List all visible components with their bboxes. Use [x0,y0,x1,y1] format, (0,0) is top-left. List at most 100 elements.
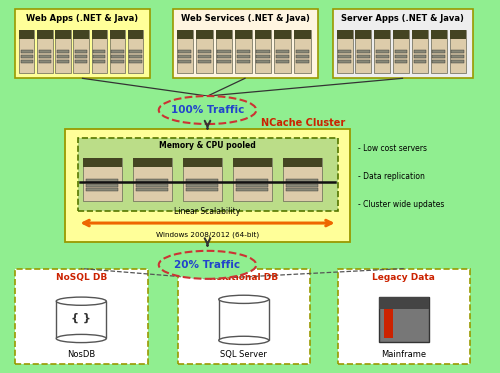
FancyBboxPatch shape [132,158,172,167]
FancyBboxPatch shape [282,158,322,167]
Text: Server Apps (.NET & Java): Server Apps (.NET & Java) [341,14,464,23]
FancyBboxPatch shape [296,60,309,63]
FancyBboxPatch shape [357,60,370,63]
FancyBboxPatch shape [276,55,289,58]
FancyBboxPatch shape [414,50,426,53]
FancyBboxPatch shape [176,30,193,40]
FancyBboxPatch shape [93,55,106,58]
Ellipse shape [219,295,269,304]
FancyBboxPatch shape [186,188,218,191]
FancyBboxPatch shape [86,184,118,186]
Text: { }: { } [72,313,91,323]
FancyBboxPatch shape [376,50,388,53]
FancyBboxPatch shape [56,30,70,40]
Text: - Low cost servers: - Low cost servers [358,144,426,153]
FancyBboxPatch shape [75,55,88,58]
Ellipse shape [159,96,256,124]
FancyBboxPatch shape [255,30,272,40]
FancyBboxPatch shape [182,158,222,201]
FancyBboxPatch shape [178,269,310,364]
FancyBboxPatch shape [432,60,445,63]
Text: Memory & CPU pooled: Memory & CPU pooled [159,141,256,150]
Text: NosDB: NosDB [67,350,96,359]
FancyBboxPatch shape [256,50,270,53]
FancyBboxPatch shape [256,60,270,63]
FancyBboxPatch shape [57,50,69,53]
FancyBboxPatch shape [112,55,124,58]
FancyBboxPatch shape [232,158,272,201]
FancyBboxPatch shape [450,30,466,40]
FancyBboxPatch shape [296,50,309,53]
FancyBboxPatch shape [178,50,192,53]
FancyBboxPatch shape [379,298,429,342]
FancyBboxPatch shape [394,60,407,63]
FancyBboxPatch shape [37,30,52,40]
FancyBboxPatch shape [432,50,445,53]
FancyBboxPatch shape [19,30,34,73]
FancyBboxPatch shape [357,50,370,53]
FancyBboxPatch shape [237,50,250,53]
FancyBboxPatch shape [112,60,124,63]
FancyBboxPatch shape [92,30,107,73]
Text: Linear Scalability: Linear Scalability [174,207,240,216]
FancyBboxPatch shape [136,179,168,182]
FancyBboxPatch shape [431,30,447,40]
FancyBboxPatch shape [65,129,350,242]
FancyBboxPatch shape [393,30,409,40]
FancyBboxPatch shape [376,60,388,63]
FancyBboxPatch shape [218,55,230,58]
FancyBboxPatch shape [286,184,318,186]
FancyBboxPatch shape [130,55,141,58]
FancyBboxPatch shape [38,60,51,63]
FancyBboxPatch shape [282,158,322,201]
FancyBboxPatch shape [74,30,89,73]
FancyBboxPatch shape [412,30,428,40]
FancyBboxPatch shape [78,138,338,211]
Text: Web Services (.NET & Java): Web Services (.NET & Java) [180,14,310,23]
FancyBboxPatch shape [38,55,51,58]
FancyBboxPatch shape [338,269,470,364]
Ellipse shape [219,336,269,345]
Ellipse shape [56,334,106,342]
FancyBboxPatch shape [336,30,352,73]
FancyBboxPatch shape [198,60,211,63]
FancyBboxPatch shape [414,60,426,63]
FancyBboxPatch shape [20,55,33,58]
FancyBboxPatch shape [86,179,118,182]
FancyBboxPatch shape [92,30,107,40]
FancyBboxPatch shape [274,30,291,40]
FancyBboxPatch shape [198,55,211,58]
FancyBboxPatch shape [38,50,51,53]
Text: Mainframe: Mainframe [381,350,426,359]
FancyBboxPatch shape [356,30,372,73]
FancyBboxPatch shape [136,184,168,186]
FancyBboxPatch shape [196,30,212,73]
FancyBboxPatch shape [15,269,148,364]
FancyBboxPatch shape [56,301,106,339]
FancyBboxPatch shape [235,30,252,40]
FancyBboxPatch shape [57,60,69,63]
FancyBboxPatch shape [128,30,144,40]
FancyBboxPatch shape [294,30,310,73]
FancyBboxPatch shape [338,55,351,58]
Text: Web Apps (.NET & Java): Web Apps (.NET & Java) [26,14,138,23]
FancyBboxPatch shape [75,50,88,53]
FancyBboxPatch shape [112,50,124,53]
Text: 100% Traffic: 100% Traffic [171,105,244,115]
FancyBboxPatch shape [379,298,429,309]
FancyBboxPatch shape [82,158,122,201]
Text: NCache Cluster: NCache Cluster [261,117,345,128]
FancyBboxPatch shape [394,50,407,53]
FancyBboxPatch shape [296,55,309,58]
FancyBboxPatch shape [336,30,352,40]
FancyBboxPatch shape [235,30,252,73]
FancyBboxPatch shape [178,60,192,63]
FancyBboxPatch shape [198,50,211,53]
Text: Windows 2008/2012 (64-bit): Windows 2008/2012 (64-bit) [156,231,259,238]
FancyBboxPatch shape [186,184,218,186]
FancyBboxPatch shape [276,60,289,63]
FancyBboxPatch shape [130,50,141,53]
FancyBboxPatch shape [216,30,232,40]
FancyBboxPatch shape [286,188,318,191]
Text: NoSQL DB: NoSQL DB [56,273,107,282]
